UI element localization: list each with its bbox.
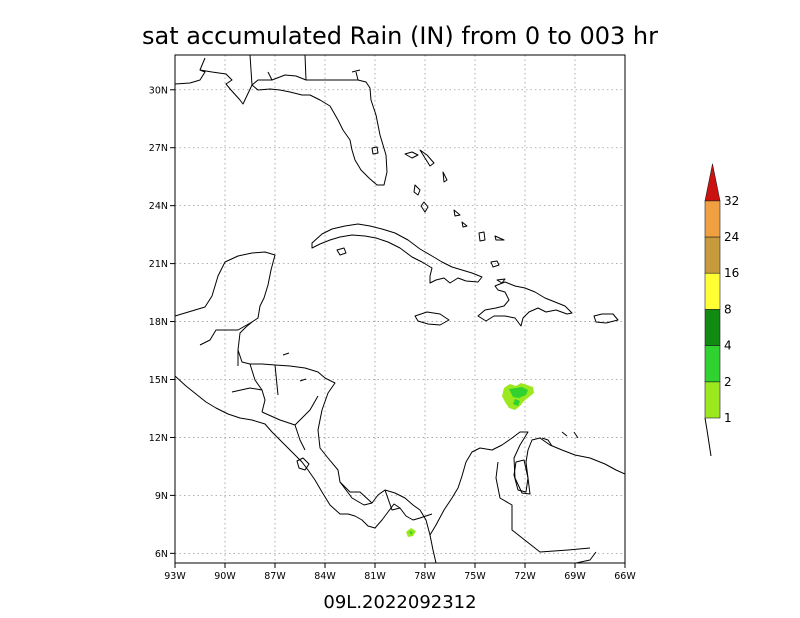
isla-de-la-juventud — [336, 247, 347, 256]
colorbar-label: 8 — [724, 302, 732, 316]
country-borders-central-america — [199, 321, 401, 511]
lat-tick-label: 9N — [155, 491, 168, 502]
colombia-venezuela-border — [495, 461, 597, 563]
longitude-labels: 93W 90W 87W 84W 81W 78W 75W 72W 69W 66W — [164, 571, 636, 582]
lat-tick-label: 30N — [149, 85, 168, 96]
tortuga-island — [496, 278, 506, 284]
coastline-south-america — [429, 431, 625, 536]
coastline-puerto-rico — [593, 313, 619, 324]
lake-nicaragua — [296, 457, 310, 471]
colorbar-box — [704, 345, 721, 383]
map-title: sat accumulated Rain (IN) from 0 to 003 … — [142, 22, 658, 50]
map-frame — [174, 54, 626, 564]
lat-tick-label: 12N — [149, 433, 168, 444]
lon-tick-label: 87W — [264, 571, 286, 582]
colorbar-box — [704, 381, 721, 419]
colorbar-label: 2 — [724, 375, 732, 389]
lon-tick-label: 69W — [564, 571, 586, 582]
bay-islands — [282, 352, 307, 382]
lon-tick-label: 90W — [214, 571, 236, 582]
lon-tick-label: 66W — [614, 571, 636, 582]
coastline-hispaniola — [477, 281, 573, 327]
coastline-pacific-central-america — [175, 375, 433, 529]
colorbar-box — [704, 200, 721, 238]
lon-tick-label: 72W — [514, 571, 536, 582]
colorbar-bottom-tail — [704, 417, 712, 457]
colorbar-label: 24 — [724, 230, 739, 244]
bahamas-islands — [404, 149, 505, 268]
graticule-gridlines — [175, 55, 625, 563]
colorbar-box — [704, 236, 721, 274]
rain-patch-panama — [406, 528, 416, 537]
lat-tick-label: 18N — [149, 317, 168, 328]
abc-islands — [541, 431, 579, 447]
lat-tick-label: 27N — [149, 143, 168, 154]
rain-patch-caribbean — [502, 383, 534, 410]
colorbar-label: 16 — [724, 266, 739, 280]
coastline-cuba — [311, 223, 483, 284]
axis-ticks — [170, 89, 626, 568]
colorbar-label: 4 — [724, 339, 732, 353]
colorbar-label: 1 — [724, 411, 732, 425]
lon-tick-label: 78W — [414, 571, 436, 582]
coastline-jamaica — [414, 311, 450, 326]
storm-id-label: 09L.2022092312 — [323, 592, 476, 613]
lake-okeechobee — [371, 146, 379, 155]
lon-tick-label: 81W — [364, 571, 386, 582]
colorbar-box — [704, 272, 721, 310]
colorbar-box — [704, 309, 721, 346]
lon-tick-label: 93W — [164, 571, 186, 582]
coastline-mexico-central-america — [175, 251, 437, 563]
colorbar-label: 32 — [724, 194, 739, 208]
coastlines — [175, 55, 625, 563]
lon-tick-label: 75W — [464, 571, 486, 582]
rain-accumulation-layer — [406, 383, 534, 537]
state-border-lines — [199, 55, 361, 86]
lat-tick-label: 6N — [155, 549, 168, 560]
lat-tick-label: 15N — [149, 375, 168, 386]
lat-tick-label: 24N — [149, 201, 168, 212]
lat-tick-label: 21N — [149, 259, 168, 270]
colorbar-top-arrow — [704, 163, 721, 202]
lon-tick-label: 84W — [314, 571, 336, 582]
coastline-us-florida — [175, 69, 388, 186]
lake-maracaibo — [513, 459, 529, 493]
latitude-labels: 6N 9N 12N 15N 18N 21N 24N 27N 30N — [149, 85, 168, 560]
